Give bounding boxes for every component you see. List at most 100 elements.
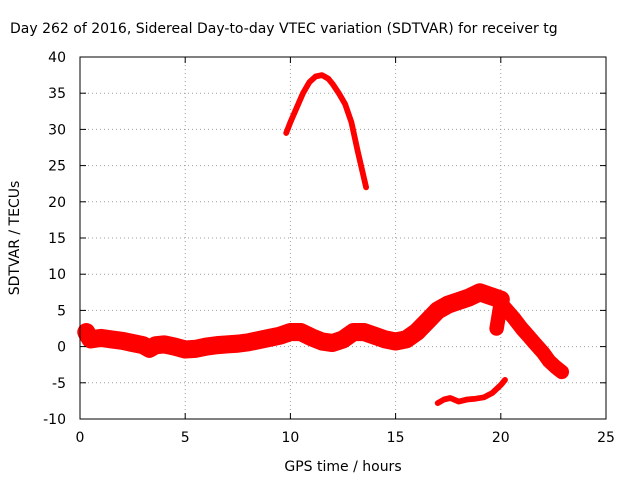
data-point [89, 337, 92, 341]
x-tick-label: 10 [281, 430, 299, 446]
data-point [511, 316, 515, 320]
data-point [141, 343, 145, 347]
data-point [267, 336, 271, 340]
data-point [204, 345, 208, 349]
data-point [288, 330, 292, 334]
y-tick-label: 30 [48, 122, 66, 138]
y-tick-label: 35 [48, 86, 66, 102]
data-point [337, 91, 341, 95]
data-point [99, 336, 103, 340]
data-point [299, 330, 303, 334]
y-tick-label: 20 [48, 195, 66, 211]
data-point [490, 391, 494, 395]
data-point [541, 350, 545, 354]
y-tick-label: 40 [48, 50, 66, 66]
data-point [503, 378, 507, 382]
y-tick-label: -10 [43, 412, 66, 428]
series-group [77, 72, 570, 407]
series-line-arc-tail [489, 295, 570, 380]
data-point [499, 383, 503, 387]
data-point [554, 365, 557, 369]
data-point [110, 337, 114, 341]
data-point [295, 106, 299, 110]
data-point [520, 327, 524, 330]
data-point [309, 335, 313, 339]
x-tick-label: 15 [387, 430, 405, 446]
data-point [364, 185, 368, 189]
chart-title: Day 262 of 2016, Sidereal Day-to-day VTE… [10, 21, 558, 37]
data-point [383, 337, 387, 341]
series-line-arc-main [77, 283, 510, 359]
data-point [246, 340, 250, 344]
data-point [147, 347, 151, 351]
plot-frame [79, 56, 607, 420]
y-tick-label: 10 [48, 267, 66, 283]
data-point [331, 341, 334, 345]
data-point [448, 396, 452, 400]
data-point [183, 348, 187, 351]
data-point [84, 330, 88, 334]
x-tick-label: 25 [597, 430, 615, 446]
data-point [394, 340, 398, 343]
data-point [446, 303, 450, 307]
x-tick-label: 20 [492, 430, 510, 446]
data-point [284, 131, 288, 135]
ticks: 0 5 10 15 20 25 -10 -5 0 5 10 15 20 25 30 35 40 [43, 50, 615, 446]
data-point [482, 395, 486, 399]
data-point [349, 120, 353, 124]
data-point [131, 341, 135, 345]
y-tick-label: -5 [52, 376, 66, 392]
data-point [173, 345, 177, 349]
data-point [499, 301, 503, 305]
data-point [478, 290, 482, 294]
data-point [307, 80, 311, 84]
data-point [162, 342, 166, 346]
data-point [560, 370, 564, 374]
data-point [215, 343, 219, 347]
data-point [154, 343, 158, 347]
data-point [352, 330, 355, 334]
data-point [331, 82, 334, 86]
data-point [225, 342, 229, 346]
y-tick-label: 15 [48, 231, 66, 247]
data-point [467, 295, 471, 299]
data-point [415, 330, 419, 334]
series-line-arc-low [434, 376, 508, 407]
data-point [320, 73, 324, 77]
data-point [356, 149, 360, 153]
x-tick-label: 0 [76, 430, 85, 446]
data-point [373, 334, 377, 338]
data-point [120, 339, 124, 343]
data-point [326, 77, 330, 81]
data-point [488, 294, 492, 298]
data-point [301, 91, 305, 95]
data-point [257, 338, 261, 342]
data-point [457, 400, 461, 404]
y-tick-label: 5 [57, 303, 66, 319]
data-point [474, 397, 478, 401]
data-point [343, 102, 347, 106]
data-point [314, 75, 318, 78]
data-point [236, 342, 240, 346]
x-axis-label: GPS time / hours [284, 459, 401, 475]
y-tick-label: 25 [48, 159, 66, 175]
series-line-arc-peak [283, 72, 370, 191]
data-point [436, 401, 440, 405]
data-point [547, 359, 551, 363]
data-point [495, 327, 499, 330]
data-point [526, 334, 530, 338]
y-tick-label: 0 [57, 340, 66, 356]
grid [80, 57, 606, 419]
data-point [362, 330, 366, 334]
data-point [194, 347, 198, 351]
x-tick-label: 5 [181, 430, 190, 446]
data-point [505, 308, 509, 312]
data-point [442, 398, 446, 401]
data-point [457, 299, 461, 303]
data-point [341, 337, 345, 341]
data-point [533, 341, 536, 345]
data-point [288, 120, 292, 124]
data-point [465, 398, 469, 401]
y-axis-label: SDTVAR / TECUs [7, 181, 23, 296]
